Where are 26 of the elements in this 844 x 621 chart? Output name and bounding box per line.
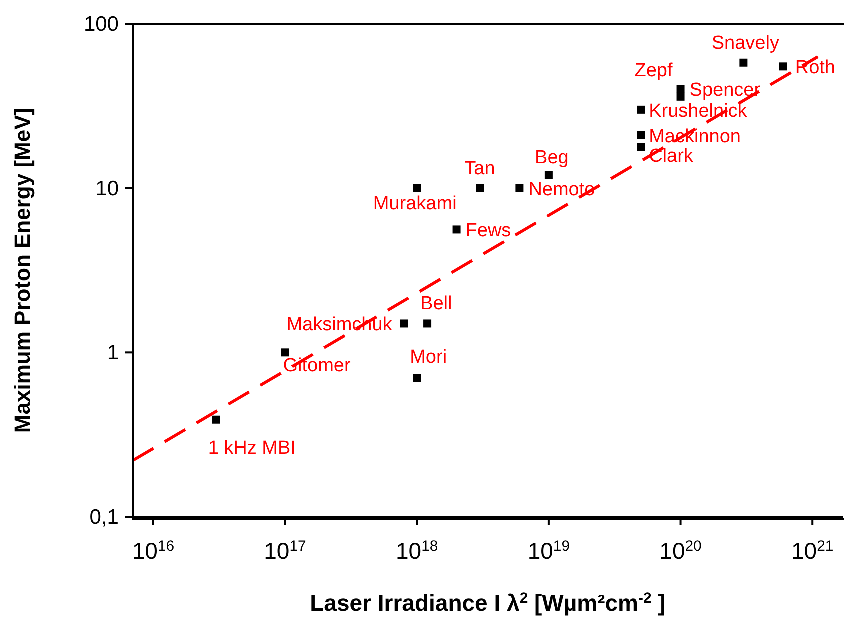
annotation: Beg: [535, 147, 569, 168]
annotation: Murakami: [373, 193, 457, 214]
annotation: Tan: [464, 158, 496, 180]
x-tick-label: 10$^{16}$: [132, 538, 175, 564]
y-tick-label: 100: [84, 13, 119, 36]
annotation: Spencer: [690, 80, 762, 101]
x-tick-label: 10$^{17}$: [264, 538, 306, 564]
annotation: Bell: [420, 294, 452, 315]
y-axis-title: Maximum Proton Energy [MeV]: [10, 108, 35, 434]
annotation: Krushelnick: [649, 100, 748, 122]
annotation: Mori: [410, 347, 448, 368]
y-tick-label: 1: [107, 342, 119, 365]
y-tick-label: 10: [96, 177, 119, 200]
y-tick-label: 0,1: [90, 506, 119, 529]
annotation: Roth: [795, 58, 836, 79]
annotation: 1 kHz MBI: [208, 438, 296, 459]
x-tick-label: 10$^{21}$: [792, 538, 834, 564]
x-axis-title: Laser Irradiance I λ$^{2}$ [Wµm²cm$^{-2}$ ]: [310, 590, 666, 616]
x-tick-label: 10$^{19}$: [528, 538, 570, 564]
x-tick-label: 10$^{20}$: [660, 538, 702, 564]
annotation: Fews: [466, 220, 512, 242]
annotation: Gitomer: [283, 356, 352, 377]
annotation: Snavely: [712, 32, 780, 54]
annotation: Zepf: [634, 60, 674, 82]
annotation: Nemoto: [528, 179, 596, 200]
x-tick-label: 10$^{18}$: [396, 538, 438, 564]
